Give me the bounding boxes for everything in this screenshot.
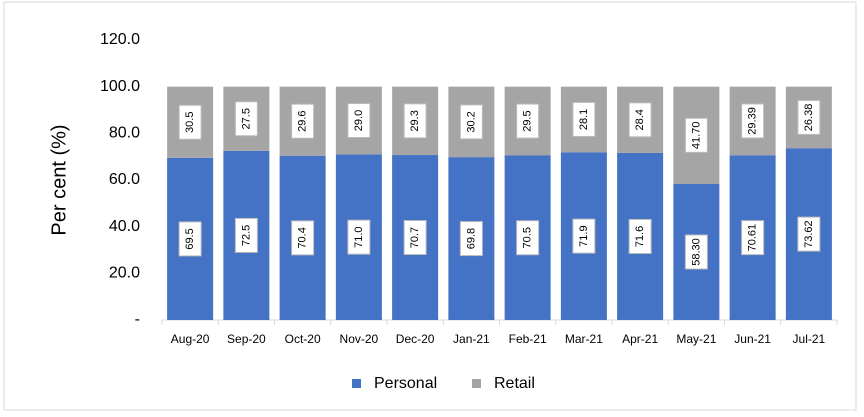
x-tick-label: Jul-21	[793, 332, 826, 346]
value-label: 29.5	[522, 110, 534, 131]
value-label: 58.30	[690, 238, 702, 266]
value-label: 72.5	[240, 225, 252, 246]
value-label: 26.38	[803, 104, 815, 132]
x-tick-label: Jan-21	[453, 332, 490, 346]
value-label-box	[684, 117, 708, 153]
value-label: 30.5	[184, 112, 196, 133]
value-label: 70.4	[297, 227, 309, 248]
value-label: 71.6	[634, 226, 646, 247]
x-tick-label: Apr-21	[622, 332, 658, 346]
value-label: 73.62	[803, 220, 815, 248]
value-label: 69.8	[465, 228, 477, 249]
value-label: 71.9	[578, 225, 590, 246]
value-label: 70.7	[409, 227, 421, 248]
y-tick-label: 120.0	[100, 31, 140, 48]
value-label-box	[572, 101, 596, 137]
value-label: 69.5	[184, 228, 196, 249]
y-tick-label: 40.0	[109, 218, 140, 235]
value-label-box	[178, 104, 202, 140]
value-label: 70.61	[747, 224, 759, 252]
x-tick-label: Dec-20	[396, 332, 435, 346]
y-tick-label: -	[135, 311, 140, 328]
value-label-box	[572, 218, 596, 254]
value-label-box	[797, 216, 821, 252]
x-tick-label: Feb-21	[509, 332, 547, 346]
value-label-box	[684, 234, 708, 270]
value-label-box	[347, 219, 371, 255]
value-label: 28.4	[634, 109, 646, 130]
legend-swatch	[472, 379, 481, 388]
x-tick-label: Jun-21	[734, 332, 771, 346]
legend-label: Personal	[374, 375, 437, 392]
value-label: 29.3	[409, 110, 421, 131]
value-label: 27.5	[240, 108, 252, 129]
value-label-box	[403, 220, 427, 256]
x-tick-label: Oct-20	[285, 332, 321, 346]
value-label-box	[516, 103, 540, 139]
value-label: 28.1	[578, 109, 590, 130]
y-tick-label: 100.0	[100, 78, 140, 95]
value-label: 30.2	[465, 111, 477, 132]
value-label-box	[178, 221, 202, 257]
value-label-box	[741, 103, 765, 139]
x-tick-label: Aug-20	[171, 332, 210, 346]
value-label-box	[291, 103, 315, 139]
value-label-box	[459, 221, 483, 257]
value-label-box	[459, 104, 483, 140]
y-axis-label: Per cent (%)	[48, 124, 70, 235]
chart-border	[3, 1, 857, 411]
value-label: 29.39	[747, 107, 759, 135]
value-label-box	[291, 220, 315, 256]
value-label-box	[234, 101, 258, 137]
value-label: 29.6	[297, 110, 309, 131]
value-label-box	[516, 220, 540, 256]
x-tick-label: Mar-21	[565, 332, 603, 346]
value-label: 70.5	[522, 227, 534, 248]
value-label-box	[628, 102, 652, 138]
x-tick-label: Sep-20	[227, 332, 266, 346]
legend-label: Retail	[494, 375, 535, 392]
x-tick-label: May-21	[676, 332, 716, 346]
value-label-box	[741, 220, 765, 256]
value-label-box	[797, 99, 821, 135]
value-label-box	[403, 103, 427, 139]
y-tick-label: 80.0	[109, 125, 140, 142]
value-label: 29.0	[353, 110, 365, 131]
value-label-box	[234, 217, 258, 253]
y-tick-label: 20.0	[109, 265, 140, 282]
legend-swatch	[352, 379, 361, 388]
value-label-box	[628, 218, 652, 254]
y-tick-label: 60.0	[109, 171, 140, 188]
value-label-box	[347, 103, 371, 138]
value-label: 41.70	[690, 122, 702, 150]
x-tick-label: Nov-20	[340, 332, 379, 346]
value-label: 71.0	[353, 226, 365, 247]
